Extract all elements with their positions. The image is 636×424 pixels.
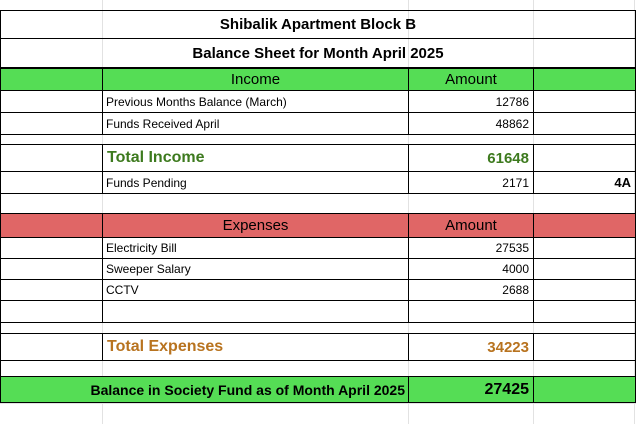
cell-blank[interactable] <box>533 144 636 172</box>
income-header-blank[interactable] <box>0 68 103 91</box>
expense-row-label[interactable]: CCTV <box>102 279 409 301</box>
balance-extra[interactable] <box>533 376 636 403</box>
total-income-amount[interactable]: 61648 <box>408 144 534 172</box>
cell-blank[interactable] <box>0 237 103 259</box>
cell-blank[interactable] <box>408 300 534 323</box>
expense-header-extra[interactable] <box>533 213 636 238</box>
cell-blank[interactable] <box>533 112 636 135</box>
expense-row-label[interactable]: Electricity Bill <box>102 237 409 259</box>
funds-pending-label[interactable]: Funds Pending <box>102 171 409 194</box>
expenses-amount-header[interactable]: Amount <box>408 213 534 238</box>
expense-row-amount[interactable]: 27535 <box>408 237 534 259</box>
total-expenses-amount[interactable]: 34223 <box>408 333 534 361</box>
sheet-subtitle[interactable]: Balance Sheet for Month April 2025 <box>0 38 636 68</box>
grid-line <box>634 0 635 424</box>
expense-row-amount[interactable]: 2688 <box>408 279 534 301</box>
income-header[interactable]: Income <box>102 68 409 91</box>
balance-amount[interactable]: 27425 <box>408 376 534 403</box>
grid-line <box>408 0 409 424</box>
spacer-row[interactable] <box>0 193 636 214</box>
balance-label[interactable]: Balance in Society Fund as of Month Apri… <box>0 376 409 403</box>
cell-blank[interactable] <box>0 144 103 172</box>
cell-blank[interactable] <box>533 279 636 301</box>
total-income-label[interactable]: Total Income <box>102 144 409 172</box>
grid-line <box>0 403 636 404</box>
cell-blank[interactable] <box>533 300 636 323</box>
total-expenses-label[interactable]: Total Expenses <box>102 333 409 361</box>
expenses-header[interactable]: Expenses <box>102 213 409 238</box>
cell-blank[interactable] <box>0 112 103 135</box>
cell-blank[interactable] <box>0 279 103 301</box>
income-row-amount[interactable]: 48862 <box>408 112 534 135</box>
cell-blank[interactable] <box>533 90 636 113</box>
expense-row-label[interactable]: Sweeper Salary <box>102 258 409 280</box>
income-row-amount[interactable]: 12786 <box>408 90 534 113</box>
grid-line <box>102 0 103 424</box>
income-amount-header[interactable]: Amount <box>408 68 534 91</box>
funds-pending-note[interactable]: 4A <box>533 171 636 194</box>
cell-blank[interactable] <box>0 90 103 113</box>
sheet-title[interactable]: Shibalik Apartment Block B <box>0 10 636 39</box>
cell-blank[interactable] <box>102 300 409 323</box>
expense-row-amount[interactable]: 4000 <box>408 258 534 280</box>
expense-header-blank[interactable] <box>0 213 103 238</box>
grid-line <box>533 0 534 424</box>
income-row-label[interactable]: Funds Received April <box>102 112 409 135</box>
funds-pending-amount[interactable]: 2171 <box>408 171 534 194</box>
cell-blank[interactable] <box>0 258 103 280</box>
spacer-row[interactable] <box>0 360 636 377</box>
cell-blank[interactable] <box>533 258 636 280</box>
cell-blank[interactable] <box>533 333 636 361</box>
cell-blank[interactable] <box>0 300 103 323</box>
income-header-extra[interactable] <box>533 68 636 91</box>
cell-blank[interactable] <box>0 171 103 194</box>
cell-blank[interactable] <box>533 237 636 259</box>
income-row-label[interactable]: Previous Months Balance (March) <box>102 90 409 113</box>
cell-blank[interactable] <box>0 333 103 361</box>
